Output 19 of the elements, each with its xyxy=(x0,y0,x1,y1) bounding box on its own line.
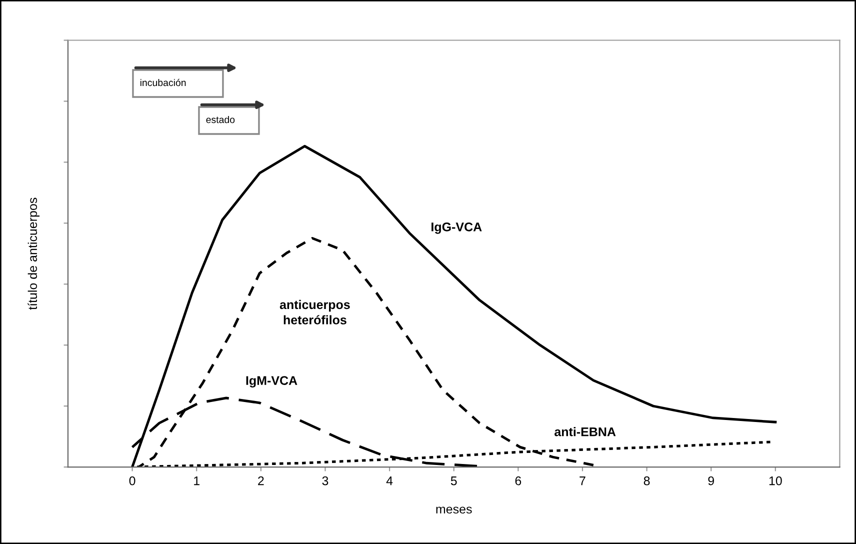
series-label: IgM-VCA xyxy=(246,376,298,388)
x-tick-label: 7 xyxy=(580,476,586,486)
text: incubación xyxy=(140,78,186,86)
x-tick-label: 4 xyxy=(386,476,393,486)
x-tick-label: 8 xyxy=(644,476,650,486)
x-tick-label: 1 xyxy=(194,476,200,486)
series-label: IgG-VCA xyxy=(432,222,482,234)
x-tick-label: 0 xyxy=(129,476,136,486)
series-label: anti-EBNA xyxy=(554,427,616,436)
text: estado xyxy=(206,116,235,124)
x-axis-title: meses xyxy=(436,506,472,514)
y-axis-title: título de anticuerpos xyxy=(28,198,40,310)
text: anticuerpos heterófilos xyxy=(280,300,350,324)
x-tick-label: 5 xyxy=(450,476,457,486)
x-tick-label: 9 xyxy=(708,476,714,486)
x-tick-label: 6 xyxy=(515,476,522,486)
x-tick-label: 10 xyxy=(769,476,782,486)
x-tick-label: 3 xyxy=(322,476,328,486)
x-tick-label: 2 xyxy=(258,476,264,486)
